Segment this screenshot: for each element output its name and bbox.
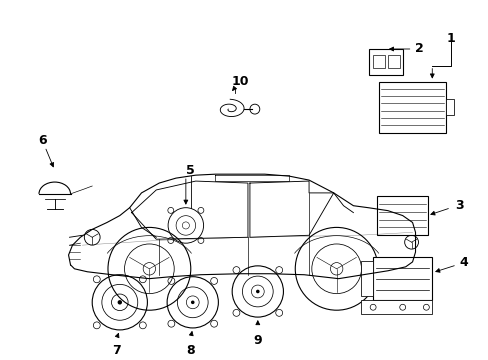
Text: 10: 10 [231, 75, 248, 88]
Bar [372, 257, 431, 300]
Text: 4: 4 [459, 256, 468, 269]
Text: 5: 5 [186, 164, 195, 177]
Text: 9: 9 [253, 334, 262, 347]
Text: 7: 7 [112, 344, 121, 357]
Text: 1: 1 [446, 32, 454, 45]
Text: 3: 3 [454, 199, 463, 212]
Bar [376, 196, 427, 235]
Text: 6: 6 [39, 134, 47, 147]
Bar [378, 81, 445, 133]
Circle shape [117, 300, 122, 305]
Circle shape [191, 301, 194, 304]
Bar [361, 261, 372, 296]
Circle shape [143, 262, 155, 275]
Bar [387, 55, 399, 68]
Text: 2: 2 [414, 42, 423, 55]
Text: 8: 8 [186, 344, 195, 357]
Bar [368, 49, 402, 75]
Bar [372, 55, 384, 68]
Circle shape [256, 290, 259, 293]
Bar [361, 300, 431, 314]
Circle shape [330, 262, 342, 275]
Bar [445, 99, 453, 115]
